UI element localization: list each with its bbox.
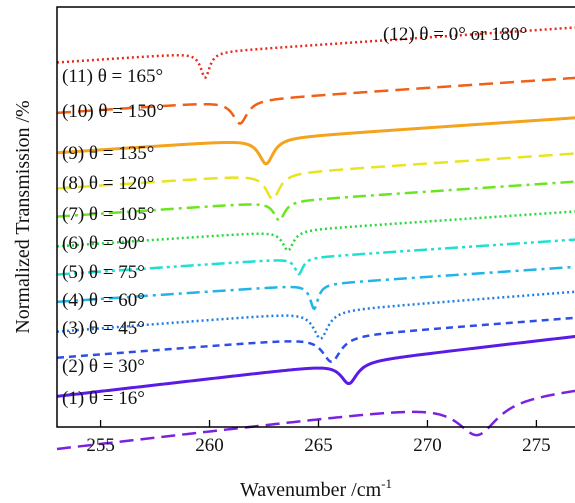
x-tick-label: 265: [304, 435, 333, 456]
series-line-6: [56, 238, 575, 276]
curve-label-1: (1) θ = 16°: [62, 388, 145, 409]
curve-label-2: (2) θ = 30°: [62, 356, 145, 377]
curve-label-8: (8) θ = 120°: [62, 173, 154, 194]
series-line-4: [56, 290, 575, 340]
curve-label-3: (3) θ = 45°: [62, 318, 145, 339]
series-line-5: [56, 265, 575, 311]
curve-label-12: (12) θ = 0° or 180°: [383, 24, 527, 45]
curve-label-4: (4) θ = 60°: [62, 290, 145, 311]
series-line-9: [56, 152, 575, 201]
x-tick-label: 270: [413, 435, 442, 456]
curve-labels: (1) θ = 16° (2) θ = 30° (3) θ = 45° (4) θ =…: [62, 24, 527, 409]
y-axis-title: Normalized Transmission /%: [12, 100, 34, 333]
curve-label-11: (11) θ = 165°: [62, 66, 163, 87]
series-line-3: [56, 316, 575, 363]
series-line-8: [56, 180, 575, 222]
curve-label-7: (7) θ = 105°: [62, 204, 154, 225]
x-axis-title: Wavenumber /cm-1: [240, 476, 392, 501]
x-tick-label: 255: [86, 435, 115, 456]
x-axis-ticks: 255 260 265 270 275: [86, 420, 551, 456]
curve-label-5: (5) θ = 75°: [62, 262, 145, 283]
x-tick-label: 275: [522, 435, 551, 456]
curve-label-6: (6) θ = 90°: [62, 233, 145, 254]
x-tick-label: 260: [195, 435, 224, 456]
series-line-11: [56, 76, 575, 125]
curve-label-9: (9) θ = 135°: [62, 143, 154, 164]
series-line-1: [56, 389, 575, 451]
series-line-2: [56, 334, 575, 398]
series-line-10: [56, 116, 575, 166]
curves-layer: [56, 26, 575, 451]
curve-label-10: (10) θ = 150°: [62, 101, 164, 122]
